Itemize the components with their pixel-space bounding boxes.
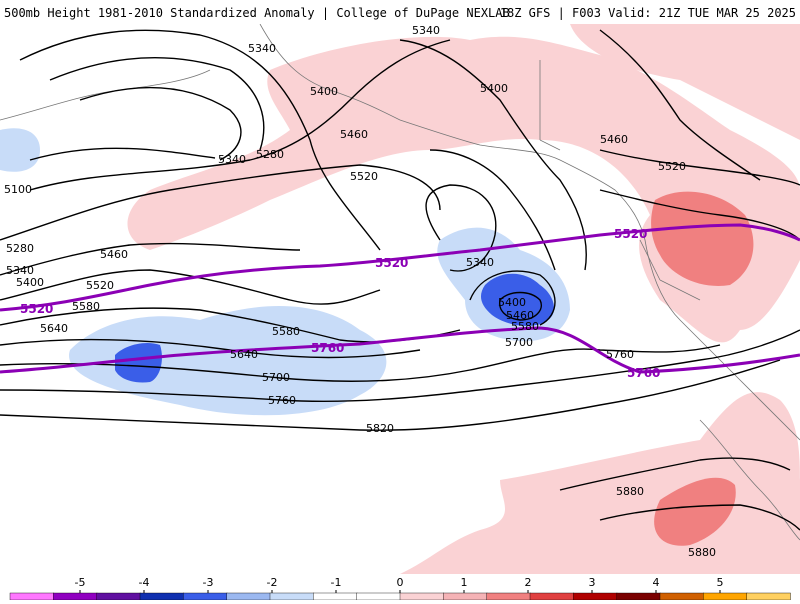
contour-label: 5640 <box>40 322 68 335</box>
chart-header: 500mb Height 1981-2010 Standardized Anom… <box>0 0 800 24</box>
map-svg: 5340 5340 5400 5400 5460 5460 5340 5280 … <box>0 24 800 574</box>
colorbar-segment <box>53 593 97 600</box>
colorbar-segment <box>617 593 661 600</box>
colorbar-segment <box>487 593 531 600</box>
contour-label: 5280 <box>256 148 284 161</box>
colorbar-tick-label: -1 <box>331 576 342 589</box>
contour-label: 5880 <box>616 485 644 498</box>
colorbar-segment <box>97 593 141 600</box>
contour-label: 5580 <box>72 300 100 313</box>
contour-label: 5760 <box>606 348 634 361</box>
colorbar-svg: -5 -4 -3 -2 -1 0 1 2 3 4 5 <box>0 574 800 600</box>
colorbar-tick-label: -2 <box>267 576 278 589</box>
colorbar-segments <box>10 593 791 600</box>
colorbar-segment <box>747 593 791 600</box>
contour-label: 5340 <box>412 24 440 37</box>
contour-label: 5400 <box>498 296 526 309</box>
colorbar-segment <box>703 593 747 600</box>
negative-anomaly-west <box>0 128 40 172</box>
contour-label: 5520 <box>86 279 114 292</box>
contour-label: 5520 <box>658 160 686 173</box>
colorbar-tick-label: 5 <box>717 576 724 589</box>
colorbar: -5 -4 -3 -2 -1 0 1 2 3 4 5 <box>0 574 800 600</box>
contour-label: 5340 <box>248 42 276 55</box>
colorbar-tick-label: 0 <box>397 576 404 589</box>
colorbar-segment <box>400 593 444 600</box>
contour-label: 5760 <box>268 394 296 407</box>
contour-label: 5820 <box>366 422 394 435</box>
colorbar-segment <box>357 593 401 600</box>
contour-label: 5460 <box>600 133 628 146</box>
contour-label: 5100 <box>4 183 32 196</box>
contour-label: 5400 <box>16 276 44 289</box>
contour-label: 5280 <box>6 242 34 255</box>
colorbar-segment <box>660 593 704 600</box>
colorbar-tick-label: 3 <box>589 576 596 589</box>
contour-label: 5700 <box>505 336 533 349</box>
colorbar-segment <box>140 593 184 600</box>
colorbar-segment <box>573 593 617 600</box>
contour-label: 5880 <box>688 546 716 559</box>
thickness-label: 5520 <box>20 302 53 316</box>
contour-label: 5700 <box>262 371 290 384</box>
colorbar-segment <box>10 593 54 600</box>
contour-label: 5400 <box>480 82 508 95</box>
contour-label: 5340 <box>466 256 494 269</box>
anomaly-shading <box>0 24 800 574</box>
colorbar-tick-label: -3 <box>203 576 214 589</box>
contour-label: 5460 <box>340 128 368 141</box>
chart-title: 500mb Height 1981-2010 Standardized Anom… <box>4 6 510 20</box>
colorbar-segment <box>530 593 574 600</box>
thickness-label: 5760 <box>627 366 660 380</box>
contour-label: 5520 <box>350 170 378 183</box>
contour-label: 5340 <box>218 153 246 166</box>
colorbar-tick-label: 1 <box>461 576 468 589</box>
colorbar-segment <box>313 593 357 600</box>
positive-anomaly-mexico <box>400 392 800 574</box>
contour-label: 5580 <box>272 325 300 338</box>
contour-label: 5400 <box>310 85 338 98</box>
contour-label: 5580 <box>511 320 539 333</box>
contour-label: 5460 <box>100 248 128 261</box>
colorbar-tick-label: -5 <box>75 576 86 589</box>
colorbar-tick-label: -4 <box>139 576 150 589</box>
colorbar-segment <box>270 593 314 600</box>
colorbar-ticks: -5 -4 -3 -2 -1 0 1 2 3 4 5 <box>75 576 724 593</box>
colorbar-segment <box>227 593 271 600</box>
model-valid-time: 18Z GFS | F003 Valid: 21Z TUE MAR 25 202… <box>500 6 796 20</box>
thickness-label: 5520 <box>614 227 647 241</box>
colorbar-segment <box>183 593 227 600</box>
contour-label: 5640 <box>230 348 258 361</box>
colorbar-tick-label: 4 <box>653 576 660 589</box>
colorbar-segment <box>443 593 487 600</box>
thickness-label: 5760 <box>311 341 344 355</box>
colorbar-tick-label: 2 <box>525 576 532 589</box>
thickness-label: 5520 <box>375 256 408 270</box>
weather-map: 5340 5340 5400 5400 5460 5460 5340 5280 … <box>0 24 800 574</box>
